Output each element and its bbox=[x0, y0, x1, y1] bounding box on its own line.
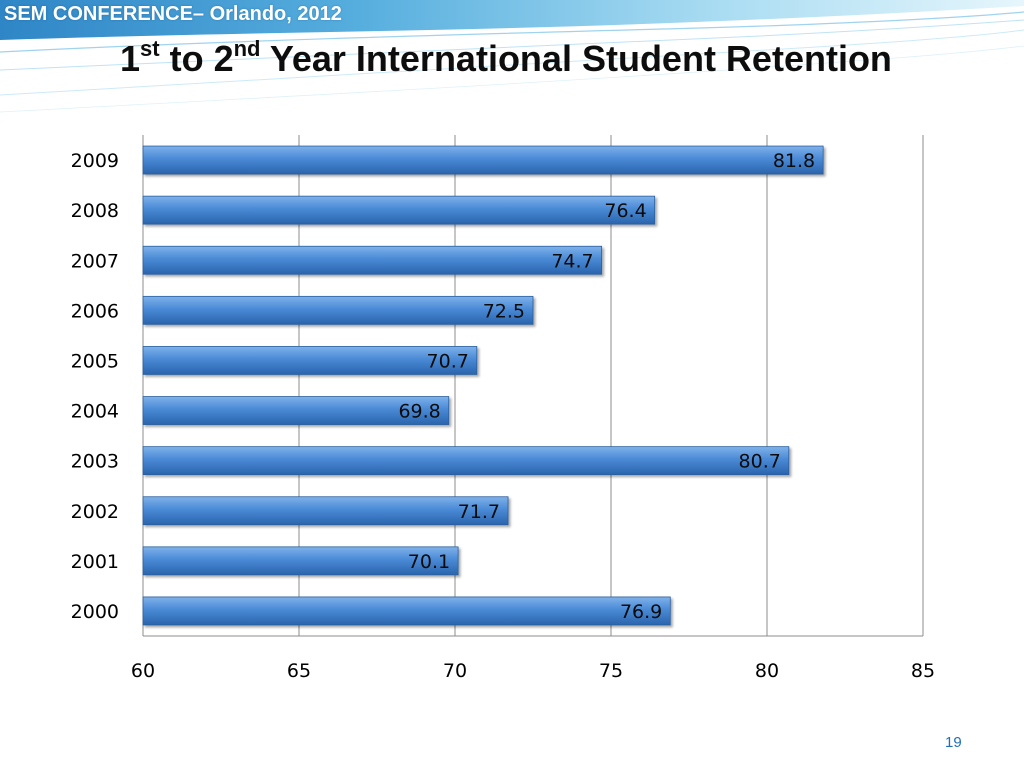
x-tick-label: 75 bbox=[599, 660, 623, 682]
data-label-2000: 76.9 bbox=[620, 601, 662, 623]
data-label-2003: 80.7 bbox=[739, 451, 781, 473]
bar-2002 bbox=[142, 496, 509, 526]
x-tick-label: 85 bbox=[911, 660, 935, 682]
category-label-2008: 2008 bbox=[71, 200, 119, 222]
category-label-2003: 2003 bbox=[71, 451, 119, 473]
data-label-2004: 69.8 bbox=[398, 401, 440, 423]
header-swoosh-decoration bbox=[0, 0, 1024, 113]
page-number: 19 bbox=[945, 734, 962, 751]
category-label-2007: 2007 bbox=[71, 250, 119, 272]
data-label-2008: 76.4 bbox=[604, 200, 646, 222]
bar-2005 bbox=[142, 346, 478, 375]
title-part-2: to 2 bbox=[159, 38, 234, 79]
data-label-2005: 70.7 bbox=[427, 350, 469, 372]
title-sup-st: st bbox=[140, 36, 160, 61]
bar-2004 bbox=[142, 396, 450, 425]
bar-2008 bbox=[142, 195, 656, 225]
slide-title: 1st to 2nd Year International Student Re… bbox=[120, 38, 892, 80]
bar-2003 bbox=[142, 446, 790, 476]
title-part-3: Year International Student Retention bbox=[260, 38, 892, 79]
category-label-2000: 2000 bbox=[71, 601, 119, 623]
bar-2006 bbox=[142, 295, 534, 325]
bar-2001 bbox=[142, 546, 459, 576]
bar-2000 bbox=[142, 596, 671, 626]
data-label-2006: 72.5 bbox=[483, 300, 525, 322]
category-label-2004: 2004 bbox=[71, 401, 119, 423]
data-label-2002: 71.7 bbox=[458, 501, 500, 523]
title-sup-nd: nd bbox=[233, 36, 261, 61]
bar-2009 bbox=[142, 145, 824, 175]
conference-label: SEM CONFERENCE– Orlando, 2012 bbox=[4, 3, 342, 25]
category-label-2001: 2001 bbox=[71, 551, 119, 573]
category-label-2002: 2002 bbox=[71, 501, 119, 523]
x-tick-label: 65 bbox=[287, 660, 311, 682]
bar-2007 bbox=[142, 245, 603, 275]
category-label-2006: 2006 bbox=[71, 300, 119, 322]
category-label-2009: 2009 bbox=[71, 150, 119, 172]
title-part-1: 1 bbox=[120, 38, 141, 79]
data-label-2001: 70.1 bbox=[408, 551, 450, 573]
data-label-2009: 81.8 bbox=[773, 150, 815, 172]
x-tick-label: 80 bbox=[755, 660, 779, 682]
category-label-2005: 2005 bbox=[71, 350, 119, 372]
x-tick-label: 70 bbox=[443, 660, 467, 682]
x-tick-label: 60 bbox=[131, 660, 155, 682]
data-label-2007: 74.7 bbox=[551, 250, 593, 272]
